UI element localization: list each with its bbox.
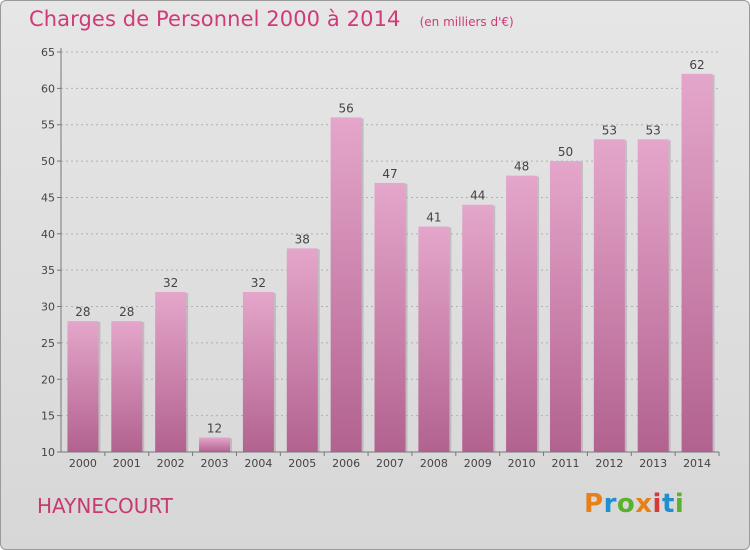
y-tick-label: 35 bbox=[41, 264, 55, 277]
logo-letter: t bbox=[661, 489, 675, 519]
bar bbox=[374, 182, 406, 452]
bar bbox=[330, 117, 362, 453]
x-tick-label: 2007 bbox=[376, 457, 404, 470]
x-tick-label: 2013 bbox=[639, 457, 667, 470]
x-tick-label: 2011 bbox=[551, 457, 579, 470]
chart-title: Charges de Personnel 2000 à 2014 bbox=[29, 7, 401, 31]
x-tick-label: 2002 bbox=[157, 457, 185, 470]
bar bbox=[462, 204, 494, 452]
y-tick-label: 50 bbox=[41, 155, 55, 168]
chart-subtitle: (en milliers d'€) bbox=[419, 15, 514, 29]
bar-value-label: 12 bbox=[207, 421, 222, 435]
x-tick-label: 2000 bbox=[69, 457, 97, 470]
x-tick-label: 2005 bbox=[288, 457, 316, 470]
bar bbox=[549, 161, 581, 452]
logo-letter: r bbox=[603, 489, 617, 519]
x-tick-label: 2012 bbox=[595, 457, 623, 470]
y-tick-label: 30 bbox=[41, 301, 55, 314]
bar bbox=[111, 321, 143, 452]
y-tick-label: 55 bbox=[41, 119, 55, 132]
x-tick-label: 2004 bbox=[244, 457, 272, 470]
bar-value-label: 44 bbox=[470, 189, 485, 203]
bar bbox=[155, 292, 187, 452]
y-tick-label: 25 bbox=[41, 337, 55, 350]
bar bbox=[286, 248, 318, 452]
bar-value-label: 28 bbox=[75, 305, 90, 319]
y-tick-label: 45 bbox=[41, 191, 55, 204]
bar bbox=[242, 292, 274, 452]
bar bbox=[418, 226, 450, 452]
x-tick-label: 2009 bbox=[464, 457, 492, 470]
bar bbox=[593, 139, 625, 453]
x-tick-label: 2003 bbox=[201, 457, 229, 470]
x-tick-label: 2008 bbox=[420, 457, 448, 470]
bar bbox=[199, 437, 231, 452]
bar bbox=[681, 73, 713, 453]
bar-value-label: 38 bbox=[295, 232, 310, 246]
logo-letter: o bbox=[616, 489, 636, 519]
commune-name: HAYNECOURT bbox=[37, 494, 173, 518]
proxiti-logo: Proxiti bbox=[584, 489, 684, 519]
title-row: Charges de Personnel 2000 à 2014 (en mil… bbox=[29, 7, 514, 31]
bar bbox=[506, 175, 538, 453]
logo-letter: i bbox=[652, 489, 662, 519]
bar-value-label: 32 bbox=[163, 276, 178, 290]
y-tick-label: 65 bbox=[41, 46, 55, 59]
bar bbox=[67, 321, 99, 452]
bar-value-label: 56 bbox=[338, 101, 353, 115]
logo-letter: P bbox=[584, 489, 604, 519]
bar-value-label: 53 bbox=[602, 123, 617, 137]
y-tick-label: 40 bbox=[41, 228, 55, 241]
bar bbox=[637, 139, 669, 453]
bar-value-label: 41 bbox=[426, 211, 441, 225]
bar-value-label: 62 bbox=[689, 58, 704, 72]
bar-value-label: 50 bbox=[558, 145, 573, 159]
logo-letter: x bbox=[635, 489, 653, 519]
logo-letter: i bbox=[674, 489, 685, 519]
y-tick-label: 15 bbox=[41, 410, 55, 423]
bar-value-label: 53 bbox=[646, 123, 661, 137]
y-tick-label: 60 bbox=[41, 82, 55, 95]
bar-value-label: 48 bbox=[514, 160, 529, 174]
y-tick-label: 10 bbox=[41, 446, 55, 459]
x-tick-label: 2010 bbox=[508, 457, 536, 470]
bar-value-label: 28 bbox=[119, 305, 134, 319]
x-tick-label: 2001 bbox=[113, 457, 141, 470]
bar-value-label: 47 bbox=[382, 167, 397, 181]
x-tick-label: 2014 bbox=[683, 457, 711, 470]
bar-value-label: 32 bbox=[251, 276, 266, 290]
y-tick-label: 20 bbox=[41, 373, 55, 386]
x-tick-label: 2006 bbox=[332, 457, 360, 470]
